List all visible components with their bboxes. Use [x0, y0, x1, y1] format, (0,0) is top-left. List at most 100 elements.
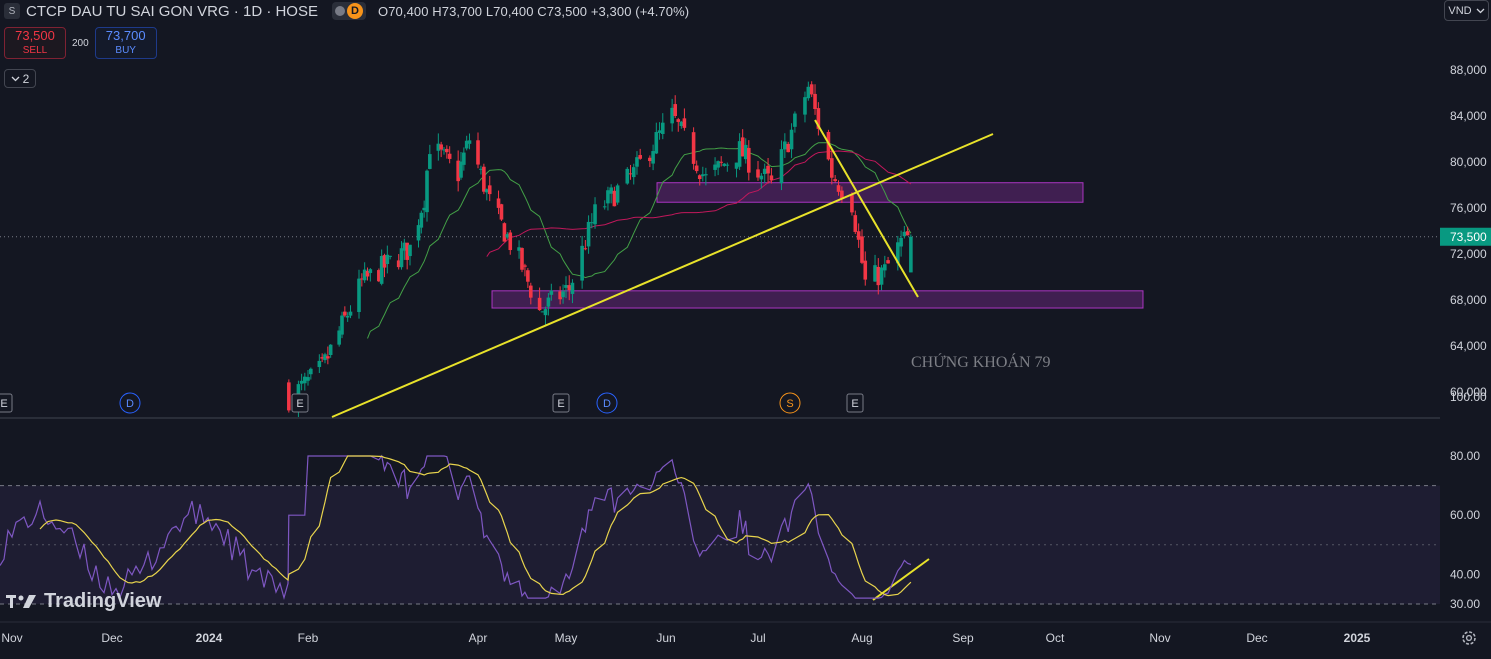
candle-body	[657, 130, 662, 133]
candle-body	[612, 190, 617, 207]
time-axis-tick: Oct	[1046, 631, 1065, 645]
candle-body	[722, 163, 727, 166]
watermark-text: CHỨNG KHOÁN 79	[911, 352, 1051, 371]
candle-body	[299, 380, 304, 384]
candle-body	[813, 93, 817, 110]
candle-body	[635, 157, 639, 167]
candle-body	[793, 113, 797, 127]
chevron-down-icon	[1476, 8, 1485, 13]
candle-body	[520, 248, 524, 270]
candle-body	[445, 148, 449, 153]
candle-body	[769, 175, 774, 181]
time-axis-tick: 2025	[1344, 631, 1371, 645]
candle-body	[816, 108, 821, 129]
price-axis-tick: 88,000	[1450, 63, 1487, 77]
candle-body	[638, 155, 642, 159]
candle-body	[428, 154, 432, 169]
time-axis-tick: May	[555, 631, 578, 645]
candle-body	[464, 140, 469, 149]
candle-body	[323, 354, 327, 361]
candle-body	[580, 245, 584, 281]
tradingview-logo[interactable]: TradingView	[6, 588, 161, 614]
candle-body	[459, 161, 463, 178]
candle-body	[716, 161, 720, 168]
candle-body	[905, 231, 910, 236]
candle-body	[651, 151, 655, 164]
candle-body	[549, 290, 554, 295]
candle-body	[540, 311, 545, 313]
chevron-down-icon	[11, 76, 20, 81]
time-axis-tick: Jun	[656, 631, 675, 645]
earnings-marker	[291, 393, 309, 413]
ohlc-readout: O70,400 H73,700 L70,400 C73,500 +3,300 (…	[378, 4, 689, 19]
buy-price: 73,700	[105, 28, 146, 43]
candle-body	[682, 118, 687, 128]
candle-body	[876, 266, 881, 286]
rsi-axis-tick: 80.00	[1450, 449, 1480, 463]
candle-body	[543, 309, 548, 316]
sell-button[interactable]: 73,500 SELL	[4, 27, 66, 59]
candle-body	[886, 260, 890, 264]
event-marker-label: E	[851, 398, 858, 410]
symbol-header: S CTCP DAU TU SAI GON VRG · 1D · HOSE D …	[0, 0, 689, 22]
candle-body	[909, 236, 913, 273]
candle-body	[447, 153, 452, 159]
candle-body	[879, 267, 884, 285]
time-axis-tick: 2024	[196, 631, 223, 645]
candle-body	[402, 242, 407, 251]
symbol-logo-icon[interactable]: S	[4, 3, 20, 19]
candle-body	[850, 195, 854, 213]
interval-badge[interactable]: D	[347, 3, 363, 19]
candle-body	[422, 207, 426, 211]
event-marker-label: E	[557, 398, 564, 410]
candle-body	[625, 168, 630, 184]
candle-body	[357, 278, 361, 313]
candle-body	[789, 129, 794, 150]
candle-body	[482, 166, 486, 192]
candle-body	[570, 282, 575, 294]
symbol-title[interactable]: CTCP DAU TU SAI GON VRG · 1D · HOSE	[26, 2, 318, 20]
candle-body	[779, 149, 784, 184]
candle-body	[856, 231, 861, 240]
interval-badge-group[interactable]: D	[332, 2, 366, 20]
buy-button[interactable]: 73,700 BUY	[94, 27, 157, 59]
rsi-axis-tick: 100.00	[1450, 390, 1487, 404]
candle-body	[899, 237, 903, 247]
rsi-axis-tick: 40.00	[1450, 567, 1480, 581]
time-axis-tick: Dec	[1246, 631, 1267, 645]
candle-body	[896, 242, 900, 264]
indicators-toggle-button[interactable]: 2	[4, 69, 36, 88]
market-status-icon	[335, 6, 345, 16]
candle-body	[734, 162, 739, 169]
last-price-tag	[1440, 227, 1491, 246]
candle-body	[631, 167, 636, 178]
candle-body	[377, 270, 381, 282]
ascending-trendline	[331, 133, 994, 418]
candle-body	[586, 221, 591, 247]
spread-value: 200	[72, 37, 89, 49]
price-axis-tick: 72,000	[1450, 247, 1487, 261]
event-marker-label: D	[603, 398, 611, 410]
candle-body	[340, 315, 344, 335]
candle-body	[830, 158, 834, 178]
candle-body	[803, 97, 807, 115]
candle-body	[762, 168, 767, 175]
candle-body	[456, 160, 460, 182]
earnings-marker	[0, 393, 13, 413]
candle-body	[747, 147, 751, 173]
currency-select[interactable]: VND	[1444, 0, 1489, 21]
candle-body	[303, 376, 307, 384]
dividend-marker	[596, 392, 618, 414]
candle-body	[783, 141, 787, 150]
ohlc-values: O70,400 H73,700 L70,400 C73,500	[378, 3, 588, 19]
candle-body	[467, 140, 472, 144]
candle-body	[840, 190, 844, 199]
candle-body	[826, 131, 831, 160]
candle-body	[766, 165, 770, 174]
settings-gear-icon[interactable]	[1460, 629, 1478, 647]
candle-body	[654, 132, 659, 154]
time-axis-tick: Nov	[1149, 631, 1170, 645]
candle-body	[439, 144, 443, 150]
